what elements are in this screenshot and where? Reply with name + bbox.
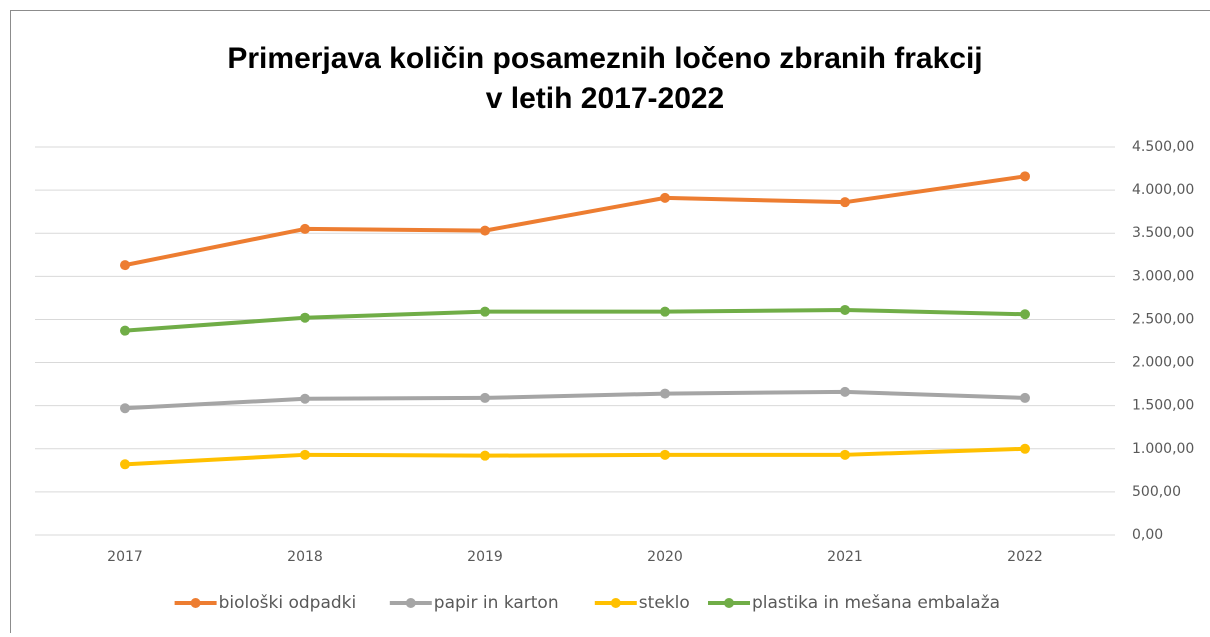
x-tick-label: 2017 — [107, 549, 143, 565]
series-point — [480, 451, 490, 461]
y-tick-label: 2.500,00 — [1132, 311, 1194, 327]
y-tick-label: 3.000,00 — [1132, 268, 1194, 284]
x-tick-label: 2020 — [647, 549, 683, 565]
series-point — [300, 224, 310, 234]
legend-marker — [724, 598, 734, 608]
series-point — [1020, 171, 1030, 181]
series-point — [300, 313, 310, 323]
series-point — [1020, 393, 1030, 403]
series-point — [480, 307, 490, 317]
series-point — [840, 197, 850, 207]
series-point — [1020, 309, 1030, 319]
legend-label: papir in karton — [434, 593, 559, 613]
series-point — [840, 450, 850, 460]
chart-title: v letih 2017-2022 — [486, 82, 725, 115]
x-tick-label: 2022 — [1007, 549, 1043, 565]
legend-label: plastika in mešana embalaža — [752, 593, 1000, 613]
y-tick-label: 4.500,00 — [1132, 139, 1194, 155]
y-tick-label: 2.000,00 — [1132, 355, 1194, 371]
series-point — [300, 394, 310, 404]
y-tick-label: 3.500,00 — [1132, 225, 1194, 241]
y-tick-label: 500,00 — [1132, 484, 1181, 500]
series-point — [120, 403, 130, 413]
series-point — [120, 260, 130, 270]
y-tick-label: 4.000,00 — [1132, 182, 1194, 198]
series-point — [660, 193, 670, 203]
x-tick-label: 2019 — [467, 549, 503, 565]
series-point — [120, 459, 130, 469]
series-point — [660, 450, 670, 460]
series-point — [660, 307, 670, 317]
legend-label: steklo — [639, 593, 690, 613]
legend-marker — [611, 598, 621, 608]
chart-title: Primerjava količin posameznih ločeno zbr… — [227, 42, 982, 75]
y-tick-label: 1.000,00 — [1132, 441, 1194, 457]
y-tick-label: 0,00 — [1132, 527, 1163, 543]
x-tick-label: 2018 — [287, 549, 323, 565]
series-point — [120, 326, 130, 336]
legend-marker — [406, 598, 416, 608]
legend-label: biološki odpadki — [219, 593, 357, 613]
series-point — [1020, 444, 1030, 454]
series-point — [840, 305, 850, 315]
series-point — [300, 450, 310, 460]
series-point — [840, 387, 850, 397]
series-point — [480, 393, 490, 403]
y-tick-label: 1.500,00 — [1132, 398, 1194, 414]
series-point — [480, 226, 490, 236]
legend-marker — [191, 598, 201, 608]
x-tick-label: 2021 — [827, 549, 863, 565]
series-point — [660, 389, 670, 399]
